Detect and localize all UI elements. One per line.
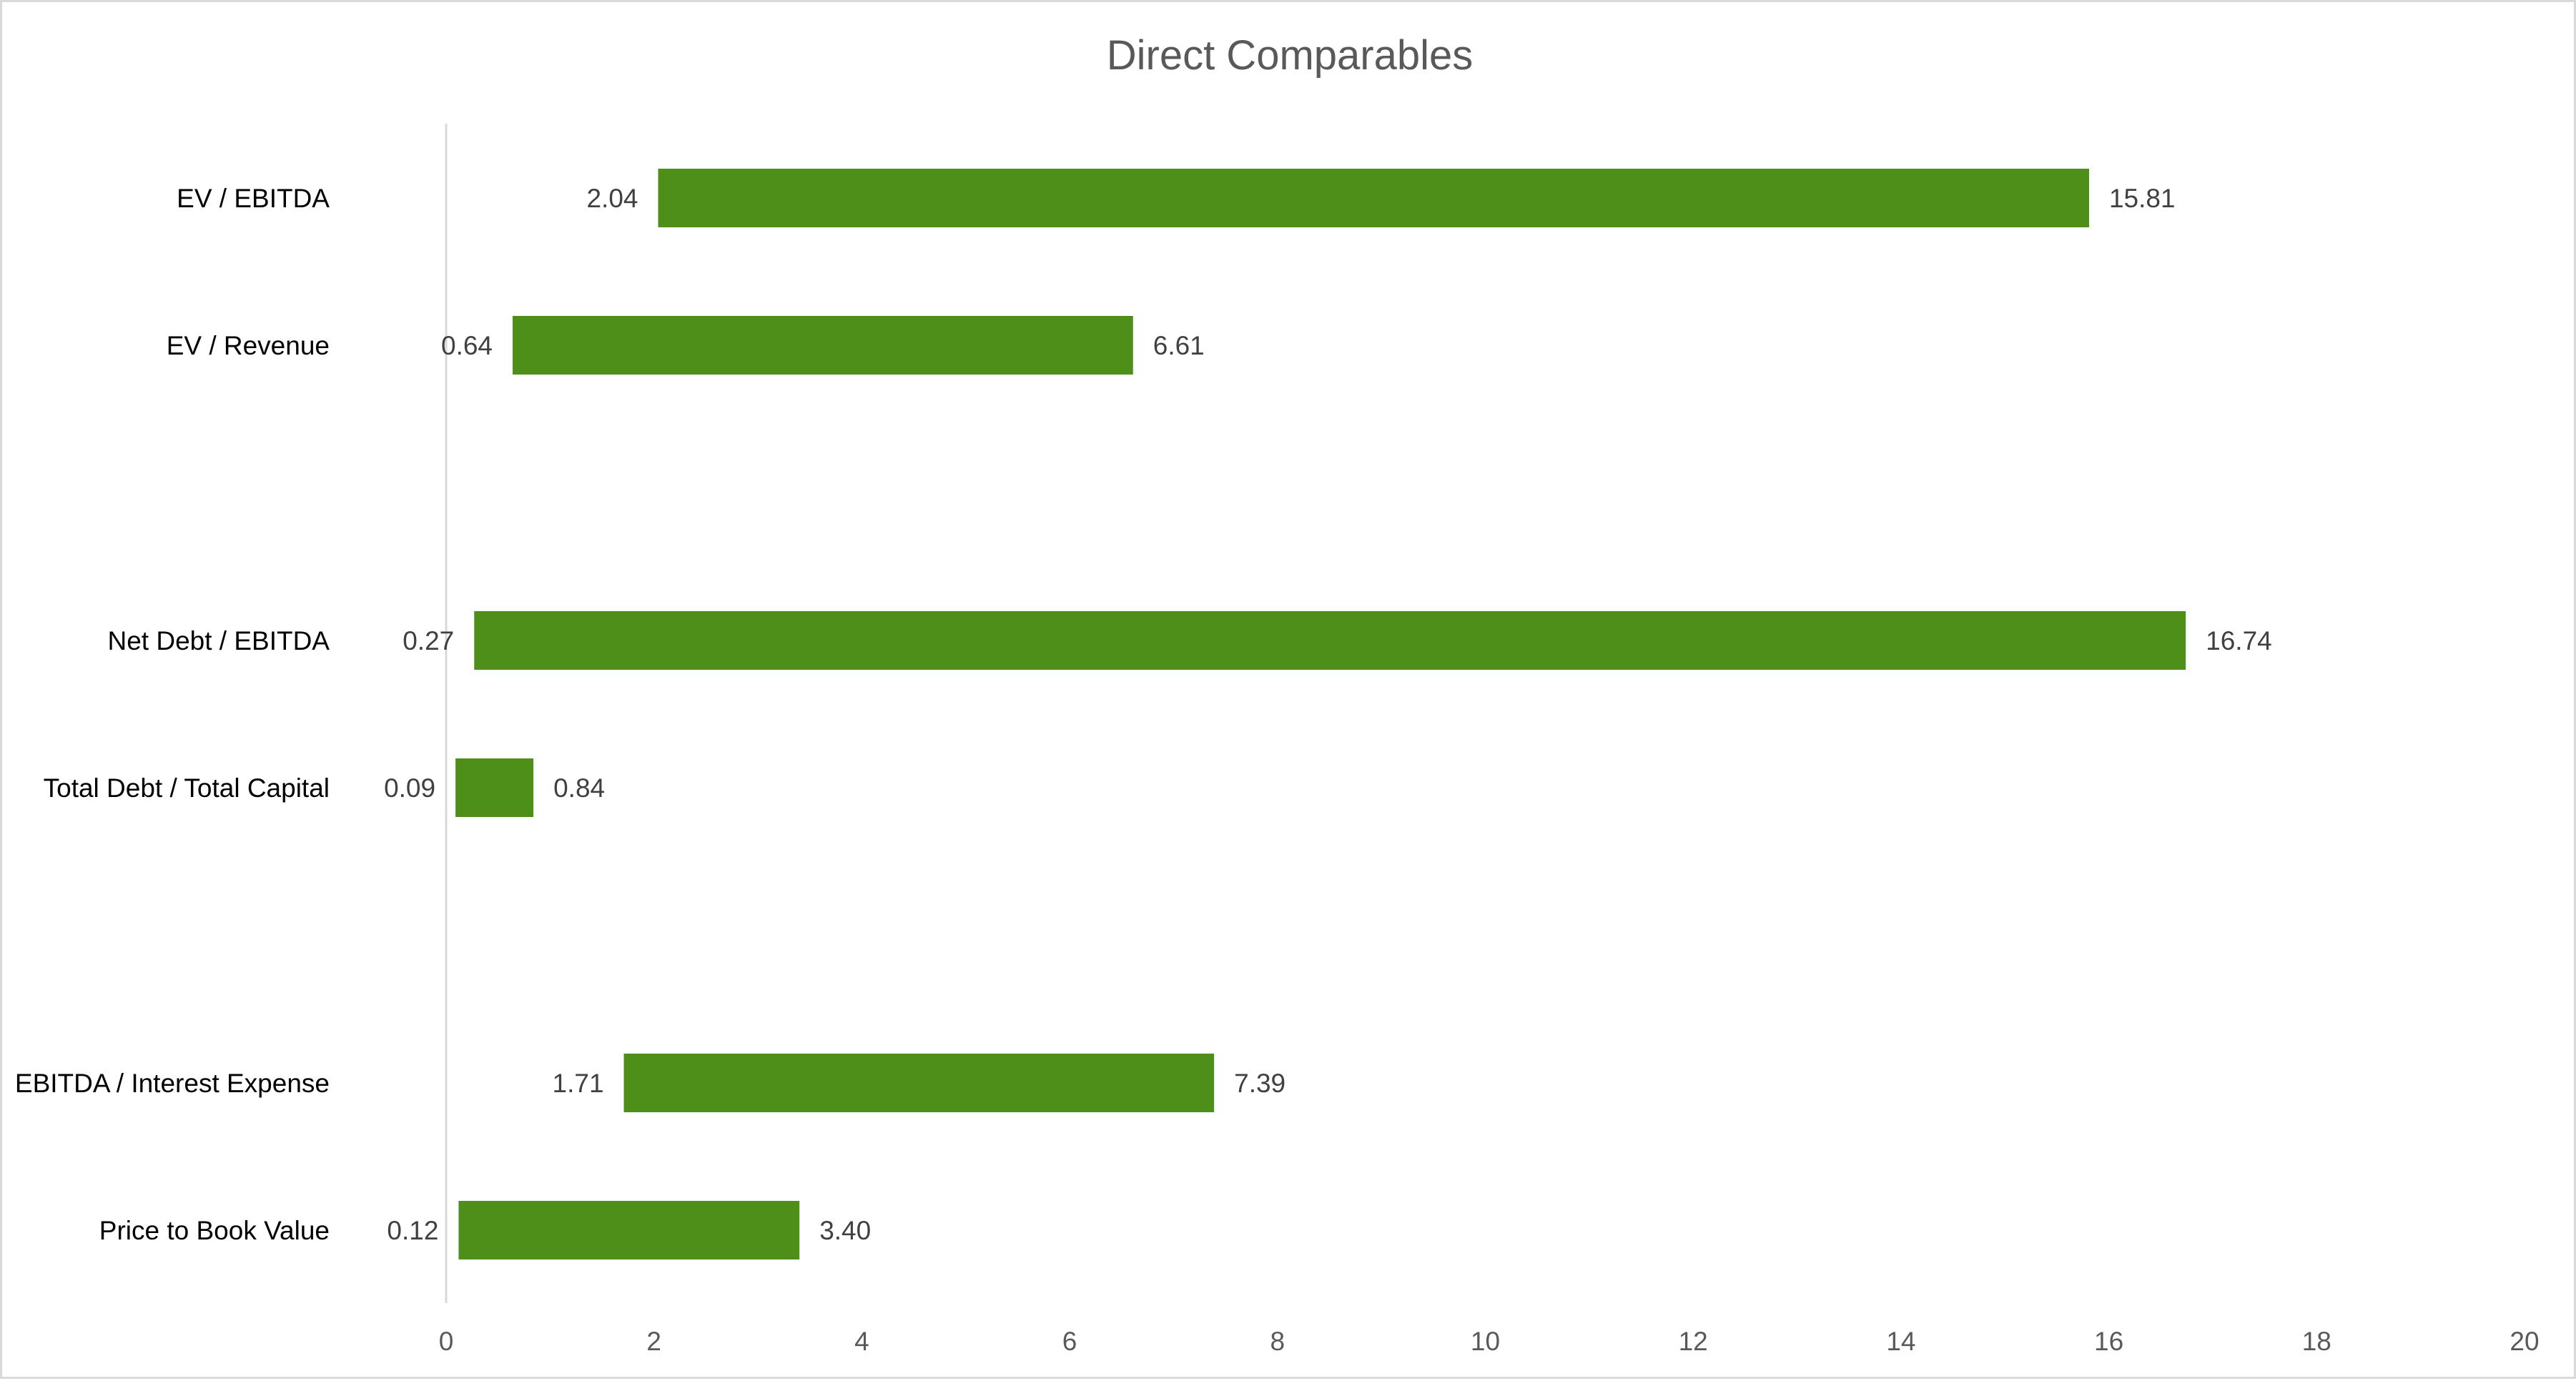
- x-tick-label-16: 16: [2094, 1327, 2123, 1356]
- data-label-low-ebitda-interest-expense: 1.71: [553, 1069, 604, 1098]
- category-label-ebitda-interest-expense: EBITDA / Interest Expense: [15, 1069, 330, 1098]
- x-tick-label-2: 2: [646, 1327, 661, 1356]
- data-label-high-ev-revenue: 6.61: [1153, 331, 1205, 360]
- bar-net-debt-ebitda: [474, 611, 2186, 670]
- category-label-price-to-book-value: Price to Book Value: [99, 1216, 330, 1245]
- x-tick-label-18: 18: [2302, 1327, 2331, 1356]
- data-label-low-ev-ebitda: 2.04: [586, 184, 638, 213]
- data-label-high-total-debt-total-capital: 0.84: [553, 773, 605, 803]
- x-axis-ticks: 0 2 4 6 8 10 12 14 16 18 20: [439, 1327, 2540, 1356]
- data-label-low-price-to-book-value: 0.12: [387, 1216, 438, 1245]
- category-label-net-debt-ebitda: Net Debt / EBITDA: [108, 626, 330, 655]
- data-label-high-ev-ebitda: 15.81: [2109, 184, 2176, 213]
- x-tick-label-10: 10: [1471, 1327, 1500, 1356]
- bar-price-to-book-value: [458, 1201, 800, 1259]
- category-label-ev-revenue: EV / Revenue: [167, 331, 330, 360]
- data-label-high-price-to-book-value: 3.40: [819, 1216, 871, 1245]
- bar-ev-revenue: [513, 316, 1133, 375]
- x-tick-label-8: 8: [1270, 1327, 1285, 1356]
- x-tick-label-0: 0: [439, 1327, 454, 1356]
- category-label-total-debt-total-capital: Total Debt / Total Capital: [44, 773, 330, 803]
- data-label-low-total-debt-total-capital: 0.09: [384, 773, 435, 803]
- bar-ev-ebitda: [658, 169, 2089, 227]
- bar-ebitda-interest-expense: [623, 1054, 1215, 1112]
- category-label-ev-ebitda: EV / EBITDA: [177, 184, 330, 213]
- x-tick-label-14: 14: [1886, 1327, 1915, 1356]
- data-label-low-net-debt-ebitda: 0.27: [403, 626, 454, 655]
- data-label-low-ev-revenue: 0.64: [441, 331, 493, 360]
- bar-total-debt-total-capital: [455, 758, 534, 817]
- bars-layer: EV / EBITDA 2.04 15.81 EV / Revenue 0.64 6.61…: [15, 169, 2272, 1259]
- x-tick-label-20: 20: [2510, 1327, 2539, 1356]
- x-tick-label-4: 4: [854, 1327, 869, 1356]
- chart-title: Direct Comparables: [1107, 32, 1474, 79]
- x-tick-label-12: 12: [1679, 1327, 1708, 1356]
- data-label-high-net-debt-ebitda: 16.74: [2206, 626, 2272, 655]
- data-label-high-ebitda-interest-expense: 7.39: [1234, 1069, 1285, 1098]
- x-tick-label-6: 6: [1062, 1327, 1077, 1356]
